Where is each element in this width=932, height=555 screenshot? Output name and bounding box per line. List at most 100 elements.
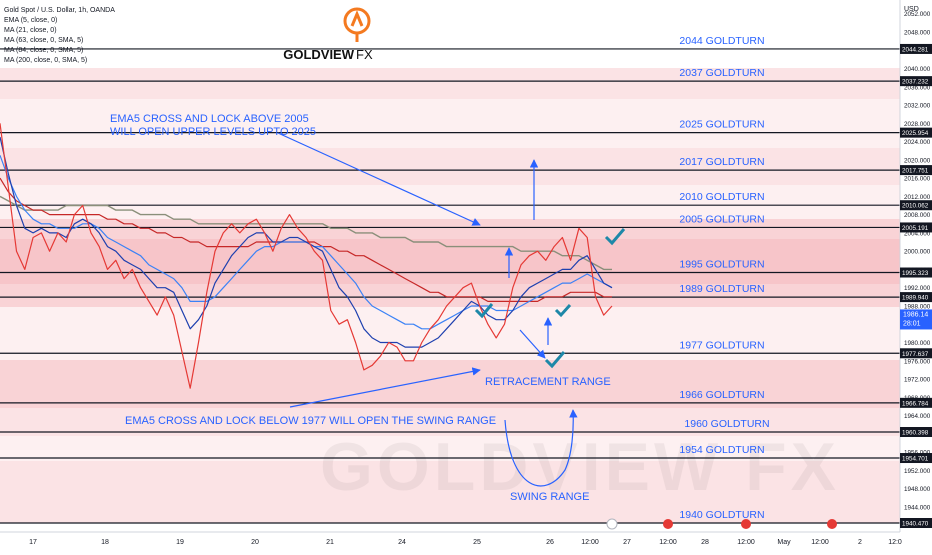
us-flag-event-icon[interactable] [827,519,837,529]
time-tick-label: May [777,539,791,546]
time-tick-label: 28 [701,539,709,546]
time-tick-label: 21 [326,539,334,546]
price-tick-label: 1980.000 [904,340,931,347]
level-price-tag [900,453,932,464]
level-label: 2017 GOLDTURN [679,156,764,168]
us-flag-event-icon[interactable] [663,519,673,529]
level-price-value: 2017.751 [902,168,929,175]
level-price-value: 1977.637 [902,351,929,358]
price-tick-label: 2012.000 [904,194,931,201]
time-axis[interactable]: 17 18 19 20 21 24 25 26 12:00 27 12:00 28 12:00 May 12… [0,518,902,550]
price-tick-label: 2008.000 [904,212,931,219]
chart-header: Gold Spot / U.S. Dollar, 1h, OANDA EMA (… [4,7,115,64]
price-tick-label: 1952.000 [904,468,931,475]
time-ticks: 17 18 19 20 21 24 25 26 12:00 27 12:00 28 12:00 May 12… [29,539,902,546]
check-marks [474,228,626,369]
ema5-line [0,123,613,389]
price-tick-label: 2024.000 [904,139,931,146]
time-tick-label: 12:00 [737,539,755,546]
level-label: 1989 GOLDTURN [679,283,764,295]
level-price-tag [900,200,932,211]
indicator-ma63[interactable]: MA (63, close, 0, SMA, 5) [4,37,83,44]
event-icons [606,518,837,530]
price-tick-label: 2028.000 [904,121,931,128]
retracement-label: RETRACEMENT RANGE [485,376,611,388]
level-label: 1960 GOLDTURN [684,418,769,430]
price-tick-label: 2040.000 [904,66,931,73]
indicator-ma21[interactable]: MA (21, close, 0) [4,27,57,34]
price-tick-label: 2000.000 [904,249,931,256]
symbol-title[interactable]: Gold Spot / U.S. Dollar, 1h, OANDA [4,7,115,14]
price-axis[interactable]: USD 2052.0002048.0002044.0002040.0002036… [899,0,932,550]
level-price-value: 2037.232 [902,79,929,86]
level-price-value: 1960.398 [902,430,929,437]
time-tick-label: 27 [623,539,631,546]
price-tick-label: 2036.000 [904,84,931,91]
level-label: 2044 GOLDTURN [679,35,764,47]
goldview-logo: GOLDVIEW FX [283,7,373,62]
price-tick-label: 2032.000 [904,103,931,110]
time-tick-label: 17 [29,539,37,546]
logo-suffix: FX [356,47,373,62]
level-price-tag [900,76,932,87]
level-label: 2010 GOLDTURN [679,191,764,203]
level-price-value: 1995.323 [902,270,929,277]
ema-up-line-2: WILL OPEN UPPER LEVELS UPTO 2025 [110,126,316,138]
price-tick-label: 2048.000 [904,29,931,36]
current-price: 1986.14 [903,311,928,318]
annotation-arrows [277,132,578,487]
indicator-ma200[interactable]: MA (200, close, 0, SMA, 5) [4,57,87,64]
time-tick-label: 25 [473,539,481,546]
time-tick-label: 20 [251,539,259,546]
level-price-tag [900,127,932,138]
level-price-tag [900,43,932,54]
us-flag-event-icon[interactable] [741,519,751,529]
level-price-value: 1940.470 [902,521,929,528]
level-label: 1954 GOLDTURN [679,444,764,456]
price-tick-label: 2020.000 [904,157,931,164]
time-tick-label: 2 [858,539,862,546]
current-price-tag: 1986.14 28:01 [900,309,932,330]
price-tick-label: 2052.000 [904,11,931,18]
ma200-line [0,195,612,271]
level-price-tag [900,292,932,303]
logo-name: GOLDVIEW [283,47,355,62]
time-tick-label: 26 [546,539,554,546]
level-price-tag [900,165,932,176]
countdown: 28:01 [903,320,921,327]
currency-label: USD [904,6,919,13]
level-price-tag [900,222,932,233]
time-tick-label: 12:00 [659,539,677,546]
level-label: 2025 GOLDTURN [679,119,764,131]
level-price-value: 2010.062 [902,203,929,210]
level-price-value: 2044.281 [902,46,929,53]
level-label: 1977 GOLDTURN [679,339,764,351]
level-price-tag [900,397,932,408]
level-price-value: 2025.954 [902,130,929,137]
level-price-value: 1989.940 [902,295,929,302]
time-tick-label: 12:00 [811,539,829,546]
time-tick-label: 12:0 [888,539,902,546]
time-tick-label: 12:00 [581,539,599,546]
lightning-event-icon[interactable] [606,518,618,530]
level-price-value: 1954.701 [902,456,929,463]
level-label: 1966 GOLDTURN [679,389,764,401]
indicator-ma84[interactable]: MA (84, close, 0, SMA, 5) [4,47,83,54]
price-tick-label: 1988.000 [904,303,931,310]
price-tick-label: 2016.000 [904,176,931,183]
ma21-line [0,136,613,348]
indicator-ema5[interactable]: EMA (5, close, 0) [4,17,57,24]
level-price-tag [900,427,932,438]
price-tick-label: 1944.000 [904,504,931,511]
indicator-series [0,123,613,389]
level-price-tag [900,267,932,278]
level-price-tag [900,518,932,529]
watermark-text: GOLDVIEW FX [320,429,840,505]
price-tick-label: 1948.000 [904,486,931,493]
price-tick-label: 1964.000 [904,413,931,420]
level-price-value: 2005.191 [902,225,929,232]
time-tick-label: 18 [101,539,109,546]
price-tick-label: 1992.000 [904,285,931,292]
ema-down-text: EMA5 CROSS AND LOCK BELOW 1977 WILL OPEN… [125,415,496,427]
